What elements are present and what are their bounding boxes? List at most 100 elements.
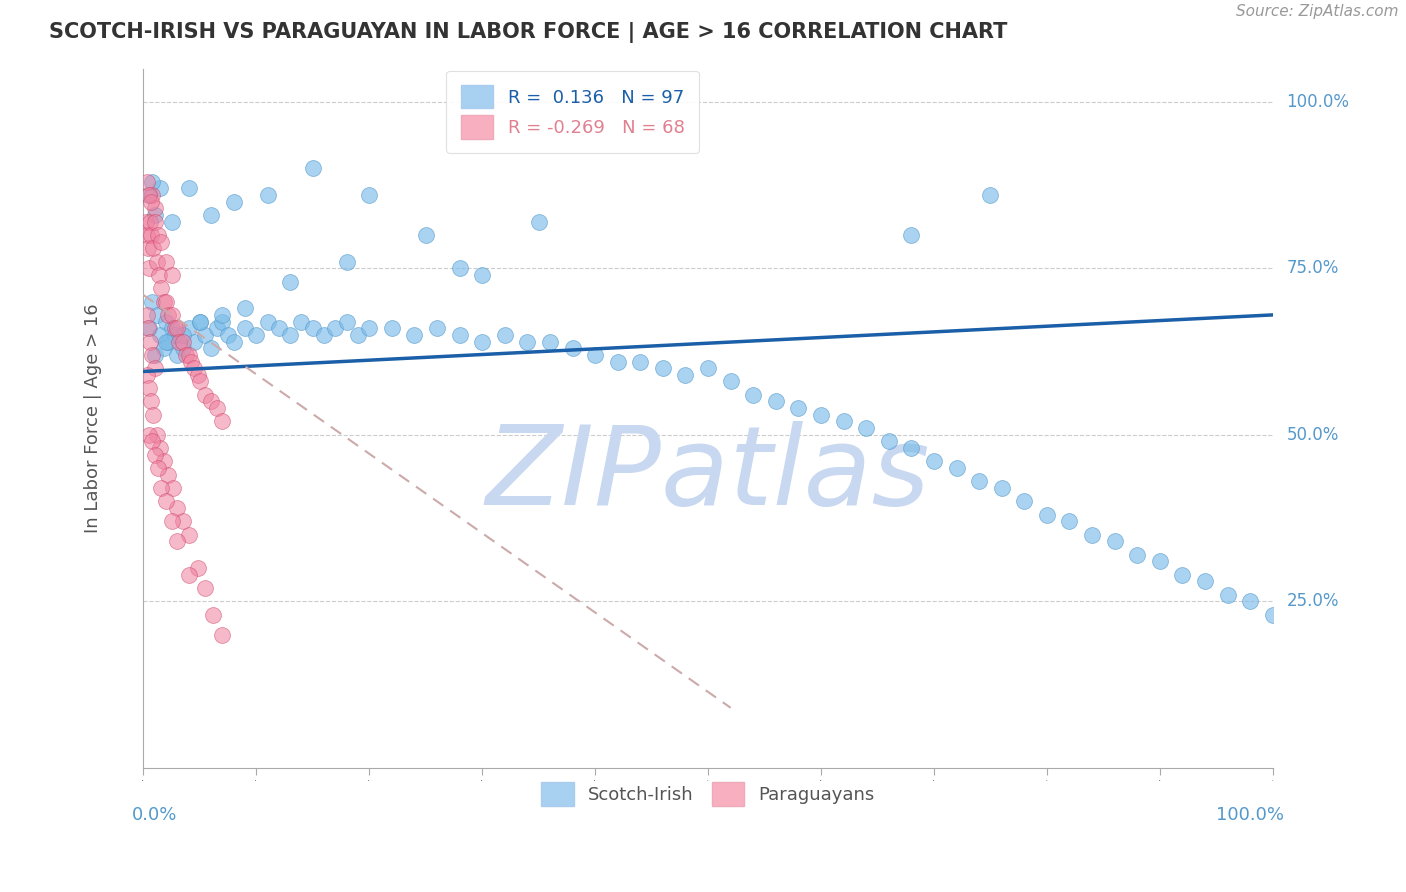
Point <box>1081 527 1104 541</box>
Text: In Labor Force | Age > 16: In Labor Force | Age > 16 <box>83 303 101 533</box>
Point <box>146 254 169 268</box>
Point <box>415 227 437 242</box>
Point <box>135 175 157 189</box>
Point <box>720 375 742 389</box>
Point <box>146 227 169 242</box>
Point <box>301 321 323 335</box>
Point <box>222 194 245 209</box>
Point <box>1216 588 1239 602</box>
Point <box>146 461 169 475</box>
Point <box>211 414 233 428</box>
Point <box>143 215 166 229</box>
Point <box>166 501 188 516</box>
Point <box>155 314 177 328</box>
Point <box>177 567 200 582</box>
Point <box>143 202 166 216</box>
Point <box>143 448 166 462</box>
Point <box>979 188 1001 202</box>
Point <box>141 194 163 209</box>
Text: 0.0%: 0.0% <box>132 806 177 824</box>
Point <box>1171 567 1194 582</box>
Text: SCOTCH-IRISH VS PARAGUAYAN IN LABOR FORCE | AGE > 16 CORRELATION CHART: SCOTCH-IRISH VS PARAGUAYAN IN LABOR FORC… <box>49 22 1008 44</box>
Point <box>233 321 256 335</box>
Point <box>143 361 166 376</box>
Point <box>169 334 191 349</box>
Point <box>138 261 160 276</box>
Point <box>160 514 183 528</box>
Point <box>810 408 832 422</box>
Point <box>336 254 359 268</box>
Point <box>142 241 165 255</box>
Point <box>188 314 211 328</box>
Point <box>245 327 267 342</box>
Point <box>1014 494 1036 508</box>
Point <box>1149 554 1171 568</box>
Point <box>135 227 157 242</box>
Point <box>675 368 697 382</box>
Point <box>583 348 606 362</box>
Point <box>765 394 787 409</box>
Point <box>142 408 165 422</box>
Point <box>149 441 172 455</box>
Point <box>990 481 1012 495</box>
Point <box>1126 548 1149 562</box>
Point <box>141 294 163 309</box>
Point <box>359 321 381 335</box>
Point <box>166 348 188 362</box>
Point <box>336 314 359 328</box>
Point <box>143 348 166 362</box>
Point <box>900 441 922 455</box>
Text: 25.0%: 25.0% <box>1286 592 1339 610</box>
Point <box>404 327 426 342</box>
Point <box>150 281 173 295</box>
Point <box>200 208 222 222</box>
Point <box>160 268 183 282</box>
Point <box>141 227 163 242</box>
Text: 75.0%: 75.0% <box>1286 260 1339 277</box>
Point <box>449 261 471 276</box>
Point <box>359 188 381 202</box>
Point <box>183 361 205 376</box>
Text: ZIPatlas: ZIPatlas <box>486 420 931 527</box>
Point <box>900 227 922 242</box>
Point <box>945 461 967 475</box>
Point <box>143 208 166 222</box>
Text: 100.0%: 100.0% <box>1216 806 1284 824</box>
Point <box>449 327 471 342</box>
Point <box>188 375 211 389</box>
Point <box>697 361 720 376</box>
Text: 50.0%: 50.0% <box>1286 425 1339 443</box>
Point <box>222 334 245 349</box>
Point <box>172 327 194 342</box>
Point <box>157 308 180 322</box>
Point <box>157 334 180 349</box>
Point <box>135 308 157 322</box>
Point <box>141 348 163 362</box>
Point <box>1239 594 1261 608</box>
Point <box>1059 514 1081 528</box>
Point <box>217 327 239 342</box>
Point <box>1261 607 1284 622</box>
Point <box>141 394 163 409</box>
Point <box>160 308 183 322</box>
Point <box>494 327 516 342</box>
Point <box>152 341 174 355</box>
Point <box>163 327 186 342</box>
Point <box>312 327 335 342</box>
Point <box>136 321 159 335</box>
Point <box>194 388 217 402</box>
Point <box>141 188 163 202</box>
Point <box>177 321 200 335</box>
Point <box>426 321 449 335</box>
Point <box>146 427 169 442</box>
Point <box>136 241 159 255</box>
Point <box>155 494 177 508</box>
Point <box>160 215 183 229</box>
Point <box>561 341 583 355</box>
Point <box>162 481 184 495</box>
Point <box>149 181 172 195</box>
Point <box>202 607 225 622</box>
Point <box>922 454 945 468</box>
Point <box>832 414 855 428</box>
Point <box>527 215 550 229</box>
